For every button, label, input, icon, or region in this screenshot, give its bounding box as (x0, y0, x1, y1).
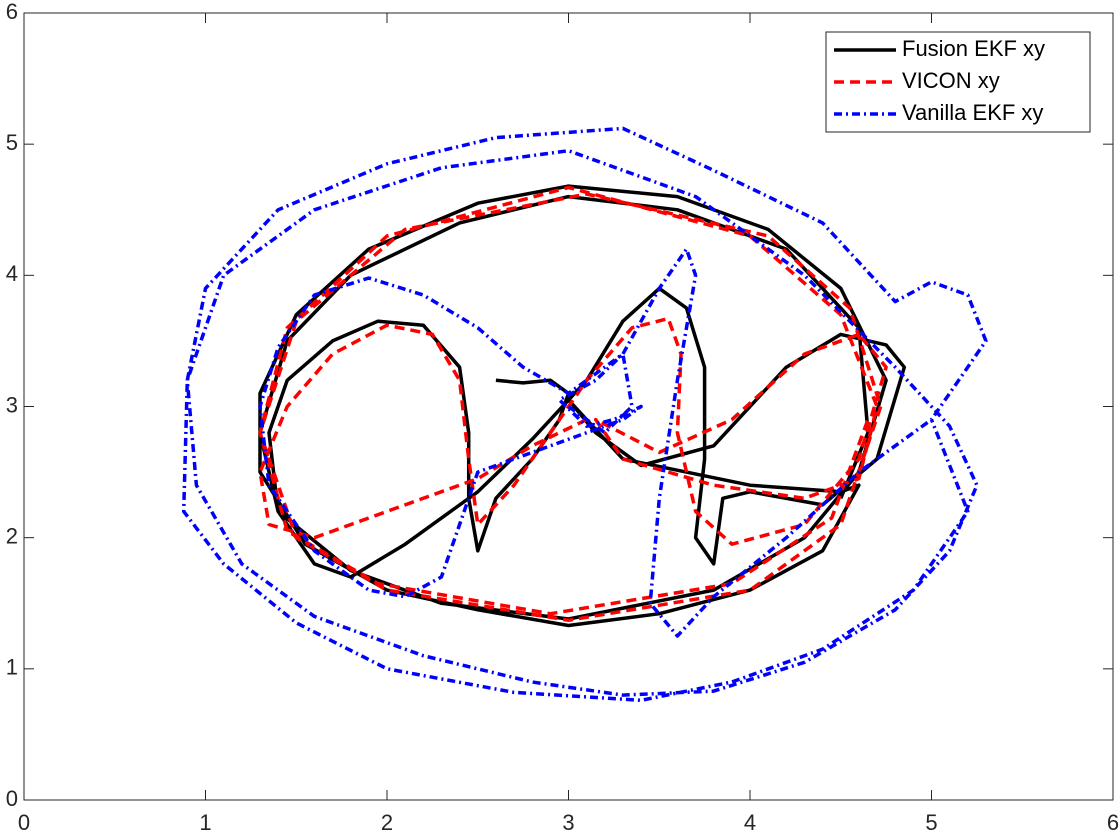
x-tick-label: 1 (199, 810, 211, 835)
y-tick-label: 4 (6, 261, 18, 286)
x-tick-label: 0 (18, 810, 30, 835)
plot-layer: 0 1 2 3 4 5 6 0 1 2 3 4 5 6 (6, 0, 1119, 835)
x-tick-label: 5 (925, 810, 937, 835)
series-line (258, 184, 907, 628)
legend-label: VICON xy (902, 68, 1000, 93)
y-tick-label: 2 (6, 523, 18, 548)
legend-label: Vanilla EKF xy (902, 100, 1043, 125)
legend-label: Fusion EKF xy (902, 36, 1045, 61)
legend: Fusion EKF xy VICON xy Vanilla EKF xy (825, 31, 1091, 133)
y-tick-label: 1 (6, 655, 18, 680)
x-tick-label: 4 (744, 810, 756, 835)
series-line (181, 126, 988, 703)
y-tick-label: 6 (6, 0, 18, 24)
x-tick-label: 6 (1107, 810, 1119, 835)
y-tick-label: 3 (6, 392, 18, 417)
x-tick-label: 2 (381, 810, 393, 835)
y-tick-label: 0 (6, 786, 18, 811)
x-tick-label: 3 (562, 810, 574, 835)
y-tick-label: 5 (6, 130, 18, 155)
